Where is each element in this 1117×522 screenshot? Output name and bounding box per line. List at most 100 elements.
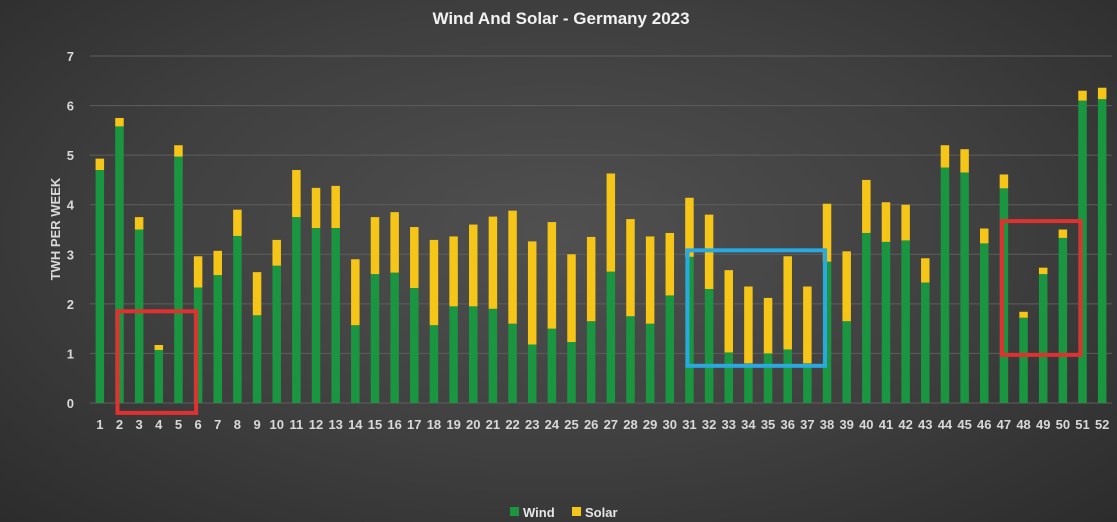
x-tick-label: 44 (938, 417, 953, 432)
bar-solar-2 (115, 117, 124, 127)
bar-wind-19 (449, 306, 458, 403)
x-tick-label: 12 (309, 417, 323, 432)
bar-wind-23 (527, 344, 537, 403)
highlight-box-1 (115, 309, 199, 415)
bar-solar-27 (606, 173, 616, 272)
bar-solar-22 (508, 210, 517, 324)
bar-solar-25 (567, 254, 576, 343)
x-tick-label: 24 (545, 417, 560, 432)
bar-wind-28 (626, 316, 635, 403)
x-tick-label: 46 (977, 417, 991, 432)
bar-solar-7 (213, 250, 222, 276)
bar-solar-33 (724, 270, 733, 353)
x-tick-label: 35 (761, 417, 775, 432)
x-tick-label: 33 (722, 417, 736, 432)
bar-wind-45 (960, 172, 969, 403)
x-tick-label: 8 (234, 417, 241, 432)
x-tick-label: 14 (348, 417, 363, 432)
bar-solar-20 (469, 224, 478, 307)
bar-wind-8 (233, 235, 242, 403)
bar-solar-8 (233, 209, 242, 236)
x-tick-label: 13 (328, 417, 342, 432)
bar-solar-9 (252, 272, 262, 316)
bar-solar-4 (154, 345, 164, 350)
y-tick-label: 5 (67, 148, 74, 163)
x-tick-label: 26 (584, 417, 598, 432)
y-tick-label: 0 (67, 396, 74, 411)
bar-solar-31 (685, 197, 694, 257)
y-tick-label: 2 (67, 297, 74, 312)
bar-wind-36 (783, 349, 792, 403)
bar-solar-45 (960, 149, 969, 173)
bar-wind-35 (763, 353, 773, 403)
x-tick-label: 2 (116, 417, 123, 432)
highlight-boxes (115, 219, 1083, 415)
bar-wind-3 (134, 229, 144, 403)
highlight-box-2 (685, 248, 828, 368)
x-tick-label: 42 (898, 417, 912, 432)
bar-wind-34 (744, 363, 753, 403)
bar-wind-4 (154, 349, 164, 403)
bar-wind-42 (901, 240, 910, 403)
x-tick-label: 52 (1095, 417, 1109, 432)
bar-wind-46 (980, 243, 989, 403)
x-tick-label: 15 (368, 417, 382, 432)
x-tick-label: 22 (505, 417, 519, 432)
bar-wind-30 (665, 295, 675, 403)
x-tick-label: 40 (859, 417, 873, 432)
bar-solar-46 (980, 228, 989, 244)
x-tick-label: 41 (879, 417, 893, 432)
bars (95, 87, 1107, 404)
y-tick-label: 3 (67, 247, 74, 262)
bar-solar-14 (351, 259, 360, 326)
bar-wind-7 (213, 275, 222, 403)
bar-wind-10 (272, 265, 281, 403)
bar-wind-33 (724, 352, 733, 403)
x-tick-label: 9 (253, 417, 260, 432)
bar-wind-21 (488, 308, 498, 403)
bar-solar-34 (744, 286, 753, 364)
bar-solar-39 (842, 251, 851, 322)
bar-solar-1 (95, 158, 105, 171)
x-tick-label: 29 (643, 417, 657, 432)
x-tick-label: 45 (957, 417, 971, 432)
bar-solar-6 (193, 256, 203, 288)
bar-wind-37 (803, 363, 812, 403)
legend-label-wind: Wind (523, 505, 555, 520)
bar-wind-50 (1058, 237, 1068, 403)
x-tick-label: 23 (525, 417, 539, 432)
x-tick-label: 31 (682, 417, 696, 432)
bar-wind-43 (921, 282, 930, 403)
x-tick-label: 3 (136, 417, 143, 432)
x-tick-label: 16 (387, 417, 401, 432)
gridlines (90, 55, 1112, 404)
bar-solar-40 (862, 179, 871, 233)
x-tick-label: 10 (269, 417, 283, 432)
bar-solar-30 (665, 232, 675, 296)
x-tick-label: 48 (1016, 417, 1030, 432)
x-tick-label: 21 (486, 417, 500, 432)
bar-wind-20 (469, 306, 478, 403)
x-tick-label: 47 (997, 417, 1011, 432)
bar-solar-35 (763, 297, 773, 354)
bar-wind-52 (1097, 99, 1107, 404)
bar-wind-14 (351, 325, 360, 403)
x-tick-label: 43 (918, 417, 932, 432)
x-tick-label: 51 (1075, 417, 1089, 432)
bar-wind-15 (370, 274, 380, 403)
x-tick-label: 25 (564, 417, 578, 432)
bar-solar-28 (626, 219, 635, 317)
bar-wind-40 (862, 232, 871, 403)
bar-wind-17 (410, 287, 419, 403)
bar-wind-13 (331, 228, 340, 403)
bar-solar-47 (999, 174, 1009, 189)
y-axis-title: TWH PER WEEK (48, 177, 63, 280)
bar-wind-32 (704, 288, 714, 403)
bar-solar-36 (783, 256, 792, 350)
x-tick-label: 37 (800, 417, 814, 432)
bar-solar-43 (921, 258, 930, 283)
bar-solar-49 (1038, 267, 1048, 275)
bar-solar-5 (174, 145, 183, 157)
bar-solar-3 (134, 217, 144, 230)
bar-wind-16 (390, 272, 399, 403)
